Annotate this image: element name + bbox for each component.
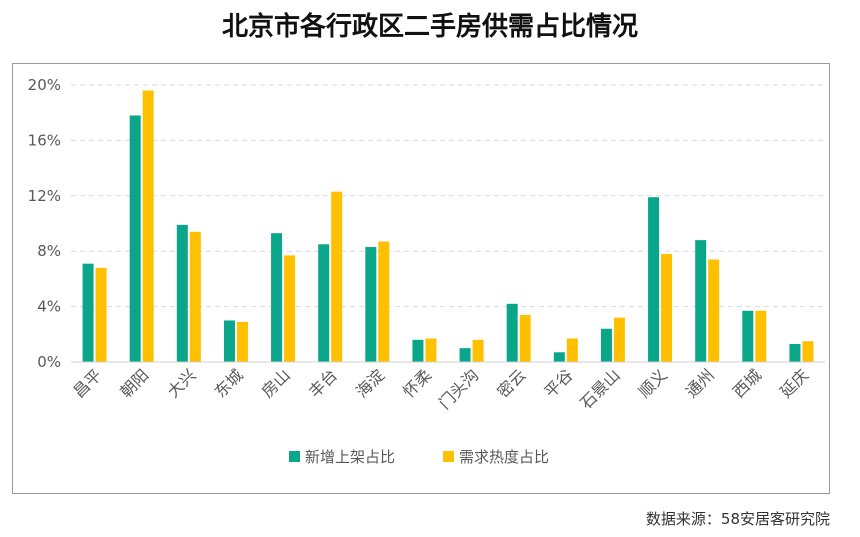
y-tick-label: 0% <box>37 353 61 371</box>
supply-bar-7 <box>365 247 377 362</box>
x-category-label: 西城 <box>729 365 765 401</box>
y-tick-label: 20% <box>28 76 61 94</box>
x-category-label: 平谷 <box>541 365 577 401</box>
x-category-label: 怀柔 <box>399 365 435 401</box>
demand-bar-12 <box>613 317 625 362</box>
demand-bar-6 <box>331 191 343 362</box>
demand-bar-11 <box>566 338 578 362</box>
x-category-label: 房山 <box>258 365 294 401</box>
demand-bar-14 <box>708 259 720 362</box>
demand-bar-5 <box>284 255 296 362</box>
y-tick-label: 12% <box>28 187 61 205</box>
chart-frame: 0% 4% 8% 12% 16% 20% 昌平 朝阳 大兴 东城 房山 丰台 海淀 怀柔 门头沟 密云 平谷石… <box>12 63 830 494</box>
supply-bar-6 <box>318 244 330 362</box>
x-category-label: 东城 <box>211 365 247 401</box>
demand-bar-10 <box>519 314 531 362</box>
x-category-label: 顺义 <box>635 365 671 401</box>
supply-bar-9 <box>459 348 471 362</box>
supply-bar-13 <box>648 197 660 362</box>
legend-label: 需求热度占比 <box>459 448 549 466</box>
demand-bar-15 <box>755 310 767 362</box>
supply-bar-11 <box>553 352 565 362</box>
demand-bar-16 <box>802 341 814 362</box>
legend-label: 新增上架占比 <box>305 448 395 466</box>
chart-title: 北京市各行政区二手房供需占比情况 <box>221 12 638 42</box>
supply-bar-8 <box>412 339 424 362</box>
y-tick-label: 8% <box>37 242 61 260</box>
supply-bar-3 <box>176 224 188 362</box>
supply-bar-16 <box>789 343 801 362</box>
legend-swatch <box>443 451 454 462</box>
bar-chart: 0% 4% 8% 12% 16% 20% 昌平 朝阳 大兴 东城 房山 丰台 海淀 怀柔 门头沟 密云 平谷石… <box>28 76 825 466</box>
x-category-label: 丰台 <box>305 365 341 401</box>
supply-bar-2 <box>129 115 141 362</box>
demand-bar-4 <box>236 321 248 362</box>
x-category-label: 昌平 <box>69 365 105 401</box>
demand-bar-1 <box>95 267 107 362</box>
x-category-label: 延庆 <box>776 365 812 401</box>
y-axis-ticks: 0% 4% 8% 12% 16% 20% <box>28 76 61 371</box>
x-category-label: 门头沟 <box>435 365 482 412</box>
supply-bar-10 <box>506 303 518 362</box>
x-category-label: 大兴 <box>164 365 200 401</box>
supply-bar-5 <box>271 233 283 362</box>
x-category-label: 石景山 <box>576 365 623 412</box>
x-category-label: 通州 <box>682 365 718 401</box>
demand-bar-8 <box>425 338 437 362</box>
bars <box>82 90 814 362</box>
demand-bar-3 <box>189 231 201 362</box>
supply-bar-12 <box>600 328 612 362</box>
supply-bar-4 <box>223 320 235 362</box>
supply-bar-1 <box>82 263 94 362</box>
x-category-label: 密云 <box>493 365 529 401</box>
demand-bar-9 <box>472 339 484 362</box>
demand-bar-2 <box>142 90 154 362</box>
x-axis-category-labels: 昌平 朝阳 大兴 东城 房山 丰台 海淀 怀柔 门头沟 密云 平谷 石景山 顺义 通州 西城 延庆 <box>69 365 812 412</box>
demand-bar-7 <box>378 241 390 362</box>
legend-swatch <box>289 451 300 462</box>
supply-bar-14 <box>695 240 707 362</box>
data-source-note: 数据来源：58安居客研究院 <box>645 510 830 528</box>
demand-bar-13 <box>661 253 673 362</box>
supply-bar-15 <box>742 310 754 362</box>
legend: 新增上架占比 需求热度占比 <box>289 448 549 466</box>
x-category-label: 海淀 <box>352 365 388 401</box>
y-tick-label: 4% <box>37 298 61 316</box>
x-category-label: 朝阳 <box>116 365 152 401</box>
y-tick-label: 16% <box>28 131 61 149</box>
